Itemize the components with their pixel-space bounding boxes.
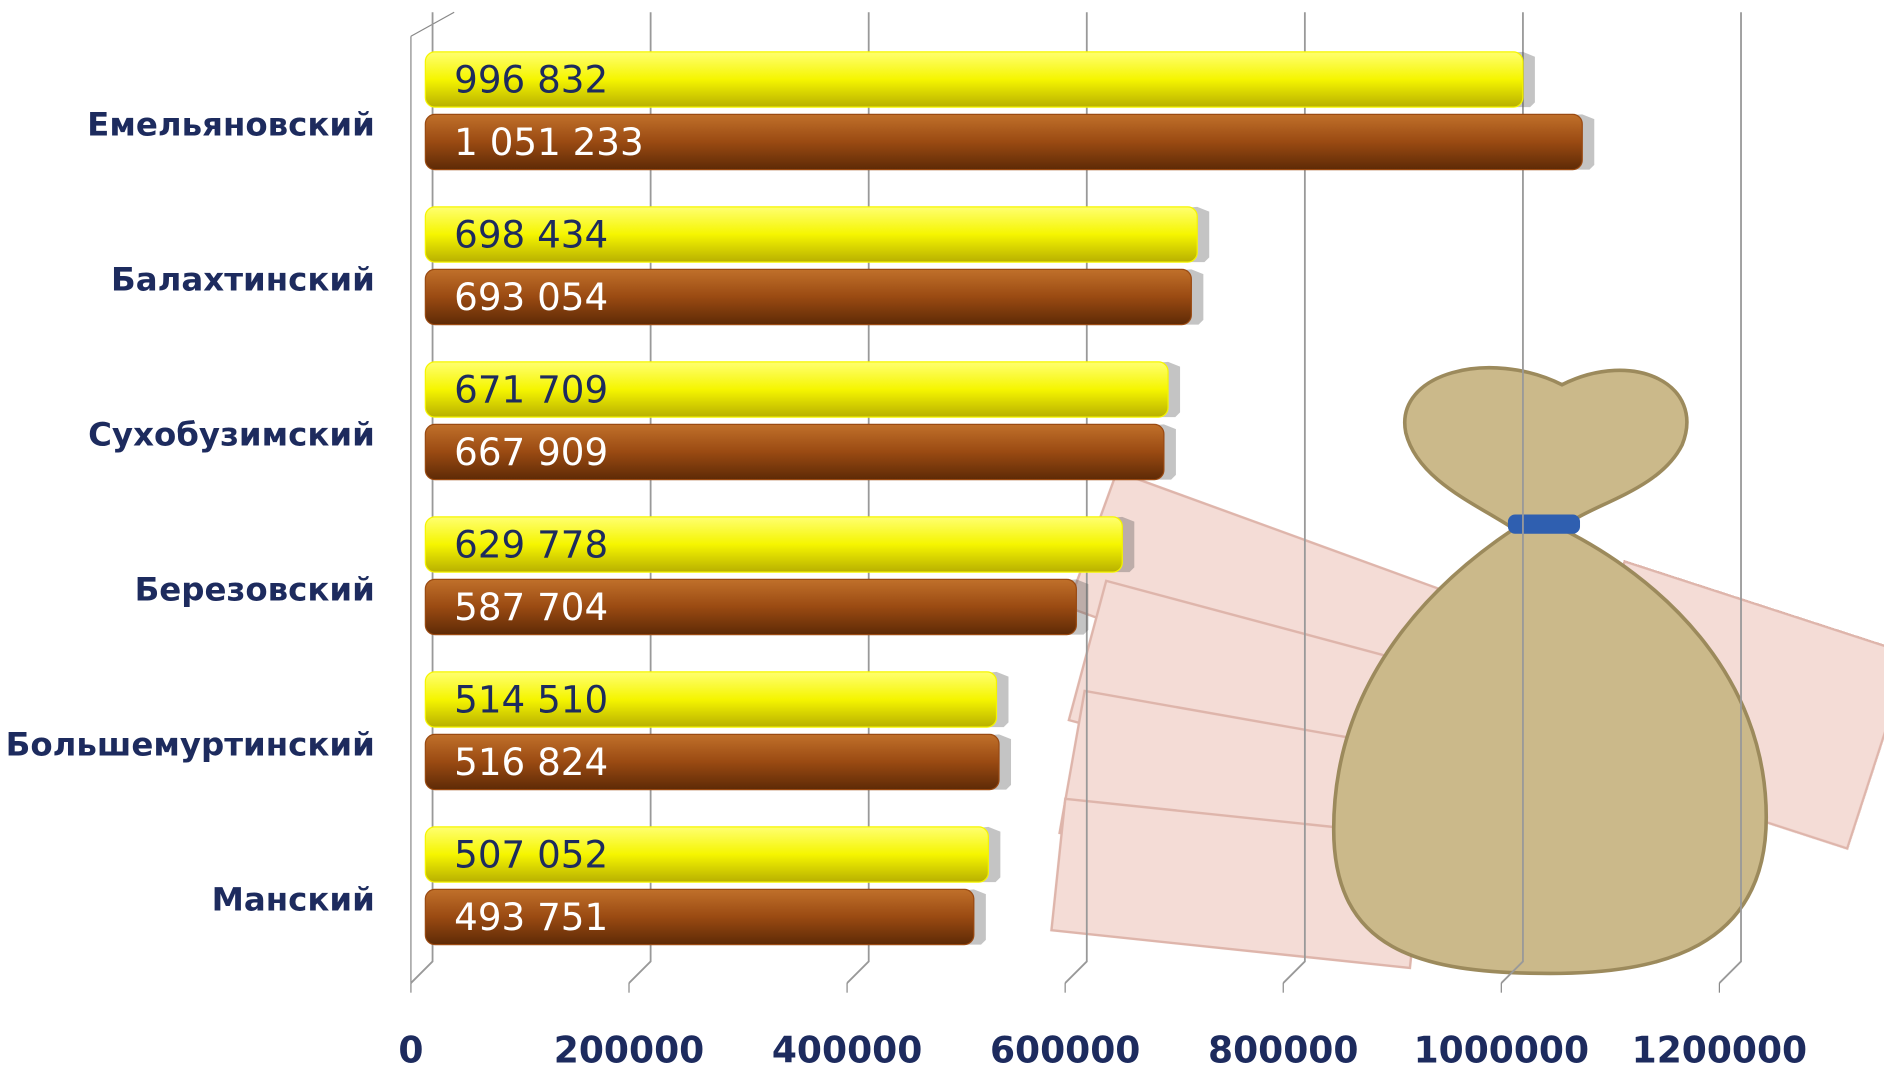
value-label: 1 051 233 [454, 120, 644, 164]
value-label: 671 709 [454, 367, 608, 411]
value-label: 693 054 [454, 275, 608, 319]
category-label: Балахтинский [111, 260, 375, 298]
x-tick-label: 800000 [1208, 1031, 1358, 1071]
x-tick-label: 1200000 [1632, 1031, 1808, 1071]
value-label: 667 909 [454, 430, 608, 474]
x-tick-label: 0 [398, 1031, 423, 1071]
value-label: 514 510 [454, 677, 608, 721]
category-label: Манский [212, 880, 375, 918]
value-label: 996 832 [454, 57, 608, 101]
chart: 0 200000 400000 600000 800000 1000000 1200000 Е… [0, 0, 1884, 1071]
x-tick-label: 600000 [990, 1031, 1140, 1071]
category-label: Емельяновский [87, 105, 375, 143]
x-tick-label: 400000 [772, 1031, 922, 1071]
page: {"chart_data": {"type": "bar", "orientat… [0, 0, 1884, 1071]
x-tick-label: 200000 [554, 1031, 704, 1071]
value-label: 629 778 [454, 522, 608, 566]
category-label: Большемуртинский [6, 725, 375, 763]
value-label: 516 824 [454, 740, 608, 784]
value-label: 587 704 [454, 585, 608, 629]
decoration [1051, 368, 1884, 974]
category-label: Сухобузимский [88, 415, 375, 453]
category-label: Березовский [135, 570, 375, 608]
value-label: 493 751 [454, 895, 608, 939]
x-tick-label: 1000000 [1414, 1031, 1590, 1071]
value-label: 507 052 [454, 832, 608, 876]
value-label: 698 434 [454, 212, 608, 256]
